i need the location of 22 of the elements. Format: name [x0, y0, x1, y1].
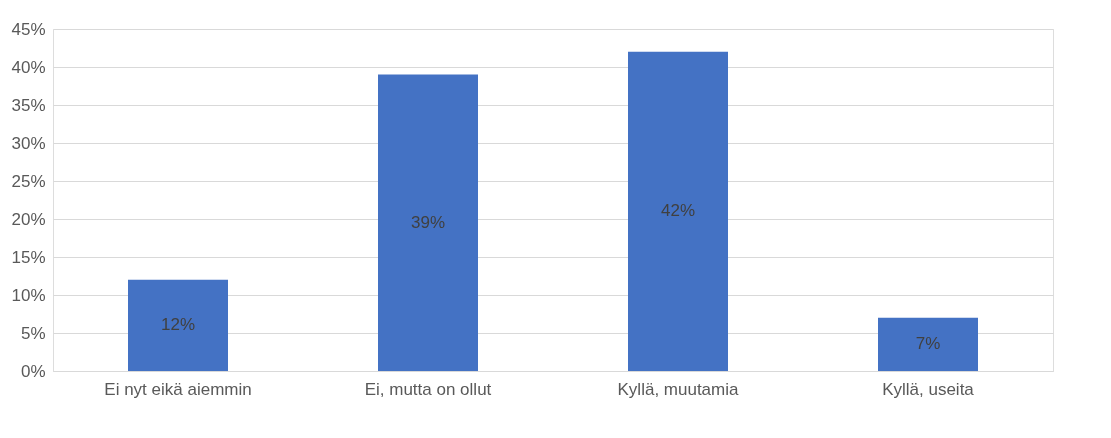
- y-tick-label: 35%: [11, 95, 46, 115]
- x-tick-label: Kyllä, useita: [882, 379, 975, 399]
- y-tick-label: 15%: [11, 247, 46, 267]
- y-tick-label: 0%: [20, 361, 46, 381]
- bar: [378, 74, 478, 371]
- y-tick-label: 5%: [20, 323, 46, 343]
- y-tick-label: 10%: [11, 285, 46, 305]
- x-tick-label: Ei, mutta on ollut: [364, 379, 492, 399]
- data-label: 12%: [160, 315, 196, 335]
- x-tick-label: Kyllä, muutamia: [617, 379, 740, 399]
- data-label: 42%: [660, 201, 696, 221]
- y-tick-label: 45%: [11, 19, 46, 39]
- bar: [878, 317, 978, 371]
- y-tick-label: 40%: [11, 57, 46, 77]
- y-tick-label: 20%: [11, 209, 46, 229]
- x-tick-label: Ei nyt eikä aiemmin: [104, 379, 252, 399]
- data-label: 39%: [410, 212, 446, 232]
- y-tick-label: 30%: [11, 133, 46, 153]
- data-label: 7%: [915, 334, 941, 354]
- y-tick-label: 25%: [11, 171, 46, 191]
- bar: [628, 51, 728, 371]
- bar: [128, 279, 228, 371]
